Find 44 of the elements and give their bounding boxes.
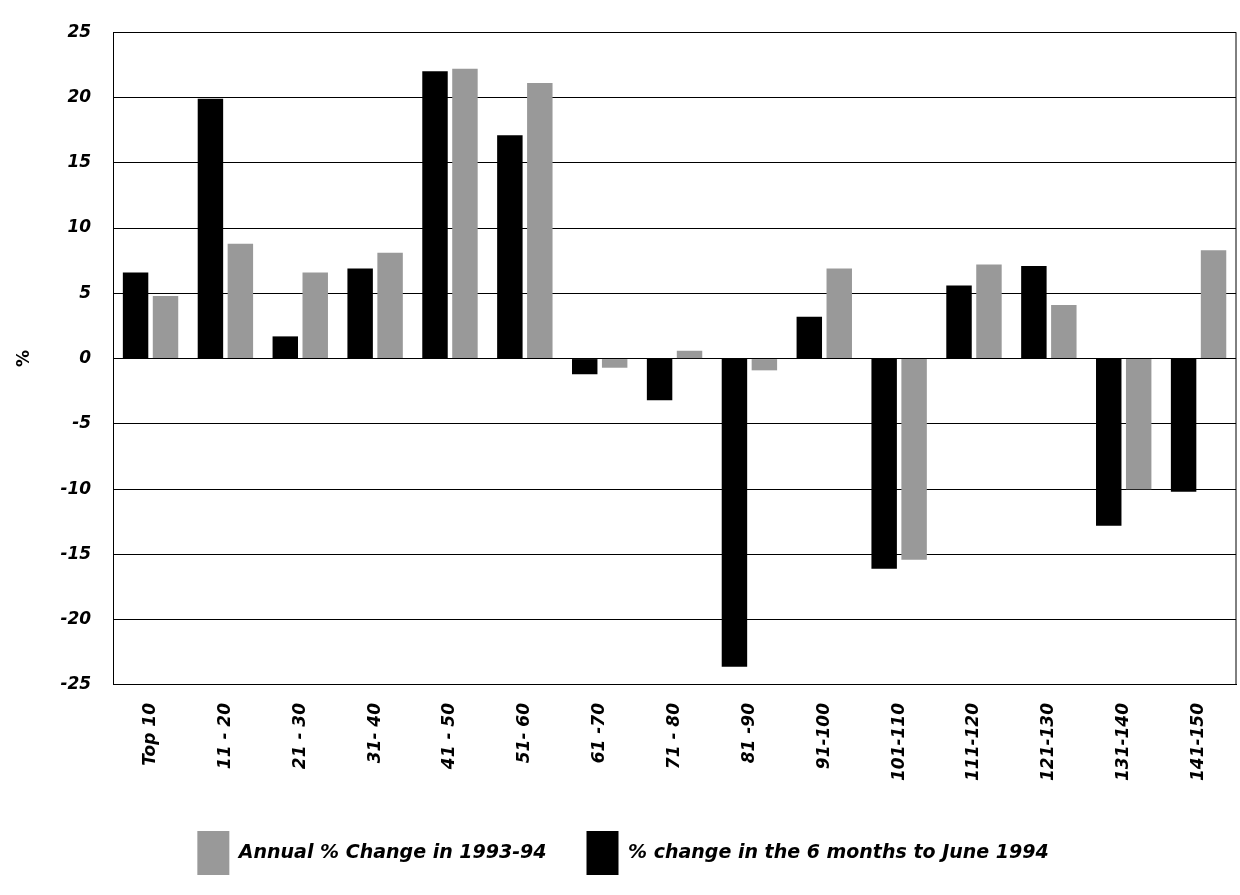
x-tick-label: 101-110 — [887, 702, 908, 781]
bar — [826, 268, 852, 359]
bar — [1125, 359, 1152, 490]
y-axis-title: % — [12, 350, 33, 368]
bar — [527, 83, 553, 359]
y-tick-label: 25 — [67, 20, 92, 41]
x-tick-label: 21 - 30 — [288, 702, 309, 770]
x-tick-label: 141-150 — [1186, 702, 1207, 781]
x-tick-label: 11 - 20 — [213, 702, 234, 770]
bar — [901, 359, 927, 560]
y-tick-label: -5 — [72, 412, 92, 433]
bar — [601, 359, 628, 368]
x-tick-label: Top 10 — [138, 702, 159, 766]
bar — [227, 243, 254, 359]
y-tick-label: 5 — [79, 281, 92, 302]
x-tick-label: 131-140 — [1112, 702, 1133, 781]
x-tick-label: 91-100 — [812, 702, 833, 770]
x-tick-label: 51- 60 — [513, 702, 534, 764]
y-tick-label: -20 — [60, 608, 92, 629]
legend-label: Annual % Change in 1993-94 — [236, 839, 547, 862]
bar — [1051, 305, 1077, 359]
bar — [302, 272, 328, 359]
bar — [452, 68, 478, 359]
x-tick-label: 121-130 — [1037, 702, 1058, 781]
bar — [377, 252, 403, 359]
bar — [976, 264, 1002, 359]
y-tick-label: 20 — [67, 85, 92, 106]
y-tick-label: 15 — [67, 151, 92, 172]
bar — [751, 359, 778, 371]
x-tick-label: 61 -70 — [588, 702, 609, 764]
y-tick-label: -10 — [60, 477, 92, 498]
y-tick-label: -25 — [60, 673, 92, 694]
legend-label: % change in the 6 months to June 1994 — [628, 839, 1049, 862]
x-tick-label: 81 -90 — [737, 702, 758, 764]
bar — [152, 295, 179, 359]
bar — [1200, 250, 1227, 359]
y-tick-label: 10 — [67, 216, 92, 237]
x-tick-label: 71 - 80 — [662, 702, 683, 770]
bar — [676, 350, 703, 359]
x-tick-label: 31- 40 — [363, 702, 384, 764]
x-tick-label: 111-120 — [962, 702, 983, 781]
y-tick-label: -15 — [60, 542, 92, 563]
x-tick-label: 41 - 50 — [438, 702, 459, 771]
y-tick-label: 0 — [79, 347, 92, 368]
